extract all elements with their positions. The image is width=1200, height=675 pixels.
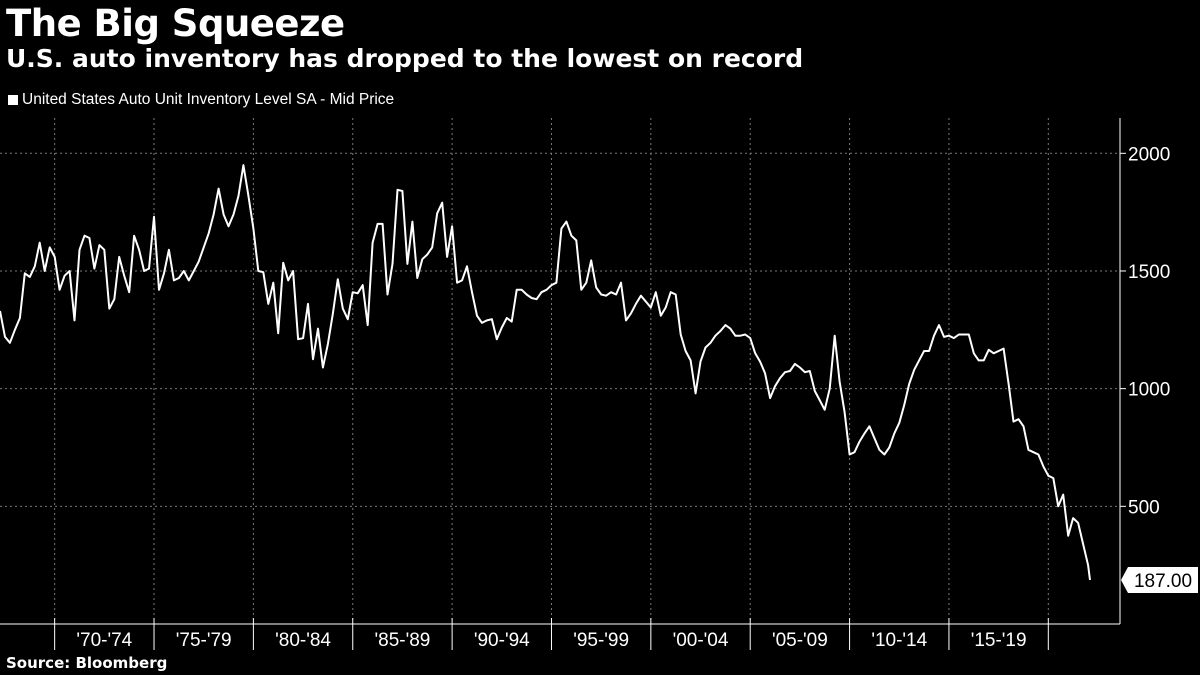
x-tick-label: '90-'94 (474, 630, 530, 651)
x-tick-label: '75-'79 (176, 630, 232, 651)
last-value-label: 187.00 (1121, 566, 1198, 593)
x-tick-label: '15-'19 (971, 630, 1027, 651)
x-tick-label: '00-'04 (673, 630, 729, 651)
legend-swatch (8, 95, 18, 105)
y-tick-label: 2000 (1128, 144, 1170, 165)
y-tick-label: 500 (1128, 497, 1160, 518)
chart-title: The Big Squeeze (6, 2, 345, 45)
y-tick-label: 1000 (1128, 380, 1170, 401)
gridlines (0, 118, 1120, 624)
x-tick-label: '05-'09 (772, 630, 828, 651)
legend-label: United States Auto Unit Inventory Level … (22, 91, 395, 108)
legend: United States Auto Unit Inventory Level … (8, 91, 394, 109)
series-layer (0, 164, 1091, 581)
y-axis-ticks: 500 1000 1500 2000 (1120, 144, 1170, 518)
axes (0, 118, 1121, 625)
y-tick-label: 1500 (1128, 262, 1170, 283)
last-value-badge (1121, 566, 1198, 593)
last-value-text: 187.00 (1134, 571, 1192, 592)
x-tick-label: '95-'99 (573, 630, 629, 651)
x-tick-label: '85-'89 (375, 630, 431, 651)
x-tick-label: '80-'84 (275, 630, 331, 651)
chart-subtitle: U.S. auto inventory has dropped to the l… (6, 44, 804, 73)
x-tick-label: '10-'14 (871, 630, 927, 651)
source-note: Source: Bloomberg (6, 654, 168, 672)
x-axis-ticks: '70-'74 '75-'79 '80-'84 '85-'89 '90-'94 '95-'… (54, 618, 1049, 651)
x-tick-label: '70-'74 (76, 630, 132, 651)
series-line (0, 164, 1091, 581)
